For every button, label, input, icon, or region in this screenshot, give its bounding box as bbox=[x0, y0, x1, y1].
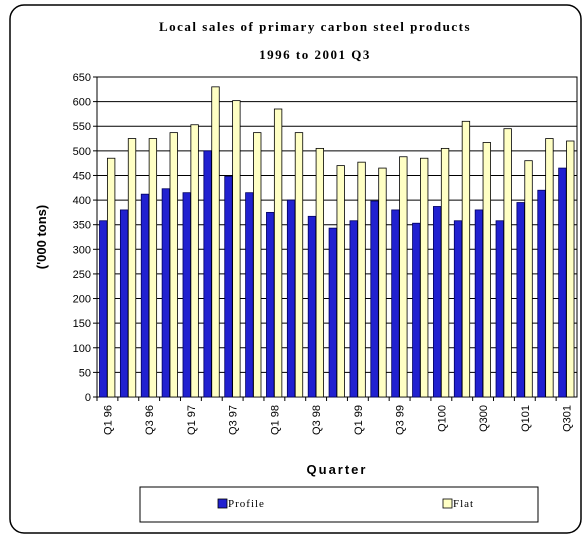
bar bbox=[453, 220, 463, 398]
bar bbox=[294, 132, 304, 398]
bar bbox=[349, 220, 358, 398]
x-tick-label: Q1 99 bbox=[353, 405, 365, 435]
y-tick-label: 300 bbox=[73, 244, 91, 256]
bar bbox=[474, 209, 484, 398]
bar bbox=[461, 120, 471, 398]
x-tick-label: Q3 96 bbox=[144, 405, 156, 435]
bar bbox=[370, 200, 379, 398]
bar bbox=[566, 140, 575, 398]
bar bbox=[127, 138, 137, 398]
bar bbox=[433, 206, 442, 398]
y-tick-label: 600 bbox=[73, 97, 91, 109]
legend-swatch bbox=[442, 498, 453, 509]
y-tick-label: 400 bbox=[73, 195, 91, 207]
legend-label: Flat bbox=[453, 498, 474, 510]
bar bbox=[245, 192, 254, 398]
bar bbox=[399, 156, 408, 398]
bar bbox=[545, 138, 554, 398]
bar bbox=[253, 132, 262, 398]
x-tick-label: Q301 bbox=[562, 405, 574, 432]
bar bbox=[190, 124, 199, 398]
bar bbox=[286, 199, 296, 398]
bar bbox=[273, 108, 283, 398]
bar bbox=[203, 150, 212, 398]
bar bbox=[328, 227, 337, 398]
y-tick-label: 550 bbox=[73, 121, 91, 133]
bar bbox=[99, 220, 108, 398]
chart-subtitle: 1996 to 2001 Q3 bbox=[259, 47, 371, 62]
bar bbox=[391, 209, 400, 398]
bar bbox=[420, 157, 429, 398]
legend-box bbox=[139, 486, 539, 523]
x-tick-label: Q100 bbox=[436, 405, 448, 432]
bar bbox=[211, 86, 220, 398]
x-tick-label: Q1 96 bbox=[102, 405, 114, 435]
y-tick-label: 650 bbox=[73, 72, 91, 84]
x-tick-label: Q300 bbox=[478, 405, 490, 432]
bar bbox=[182, 192, 191, 398]
y-tick-label: 50 bbox=[79, 367, 91, 379]
y-tick-label: 350 bbox=[73, 220, 91, 232]
bar bbox=[169, 132, 178, 398]
bar bbox=[232, 100, 241, 398]
legend-swatch bbox=[217, 498, 228, 509]
y-tick-label: 450 bbox=[73, 170, 91, 182]
bar bbox=[503, 128, 512, 398]
bar bbox=[106, 157, 116, 398]
bar bbox=[495, 220, 504, 398]
y-tick-label: 150 bbox=[73, 318, 91, 330]
bar bbox=[524, 160, 533, 398]
y-tick-label: 200 bbox=[73, 294, 91, 306]
y-axis-title: ('000 tons) bbox=[34, 205, 49, 270]
bar bbox=[315, 147, 325, 398]
legend-label: Profile bbox=[228, 498, 265, 510]
x-tick-label: Q101 bbox=[520, 405, 532, 432]
bar bbox=[307, 215, 317, 398]
bar bbox=[558, 167, 567, 398]
bar bbox=[537, 189, 546, 398]
y-tick-label: 500 bbox=[73, 146, 91, 158]
x-tick-label: Q3 98 bbox=[311, 405, 323, 435]
bar bbox=[266, 211, 275, 398]
y-tick-label: 100 bbox=[73, 343, 91, 355]
x-tick-label: Q1 97 bbox=[186, 405, 198, 435]
bar bbox=[140, 193, 150, 398]
bar bbox=[357, 161, 366, 398]
x-tick-label: Q3 99 bbox=[395, 405, 407, 435]
bar bbox=[148, 138, 158, 398]
bar bbox=[412, 222, 421, 398]
y-tick-label: 0 bbox=[85, 392, 91, 404]
x-tick-label: Q1 98 bbox=[269, 405, 281, 435]
bar bbox=[440, 147, 450, 398]
chart-title: Local sales of primary carbon steel prod… bbox=[159, 19, 471, 34]
bar bbox=[336, 165, 345, 398]
bar bbox=[224, 176, 233, 398]
x-axis-title: Quarter bbox=[307, 462, 368, 477]
bar bbox=[119, 209, 129, 398]
bar bbox=[161, 188, 171, 398]
y-tick-label: 250 bbox=[73, 269, 91, 281]
bar bbox=[516, 202, 525, 398]
x-tick-label: Q3 97 bbox=[228, 405, 240, 435]
bar bbox=[378, 167, 387, 398]
bar bbox=[482, 142, 491, 398]
